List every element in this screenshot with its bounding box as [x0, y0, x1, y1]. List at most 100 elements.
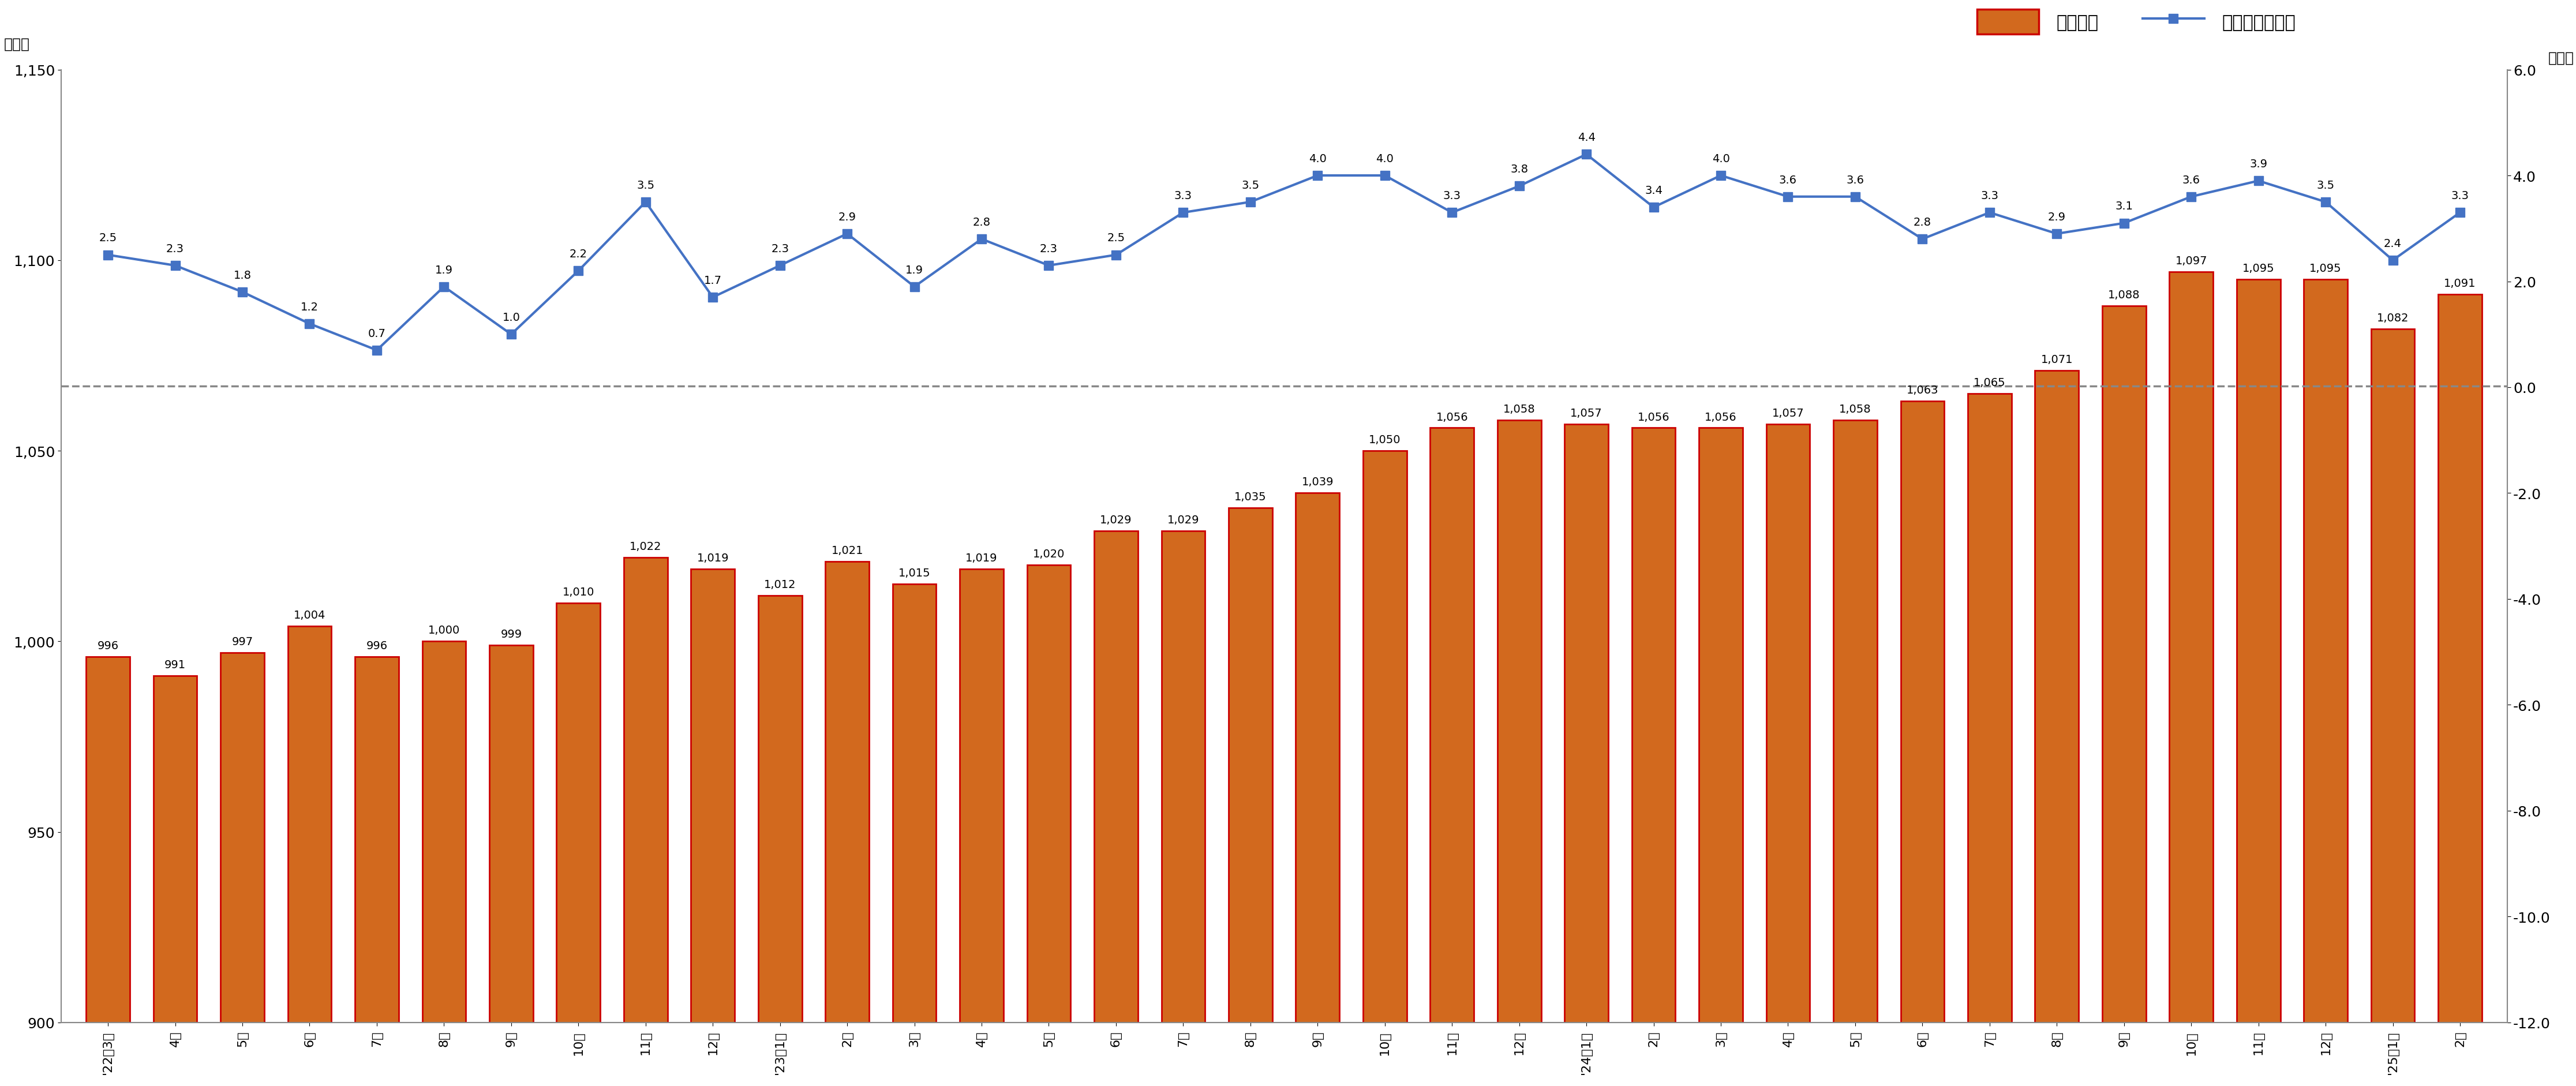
Text: 2.9: 2.9 [2048, 212, 2066, 223]
Bar [556, 604, 600, 1086]
Text: 2.3: 2.3 [167, 243, 183, 254]
Bar [1564, 425, 1607, 1086]
Text: 3.4: 3.4 [1643, 185, 1662, 197]
Text: 3.1: 3.1 [2115, 201, 2133, 212]
Text: 1,050: 1,050 [1368, 434, 1401, 445]
Text: 1,091: 1,091 [2445, 278, 2476, 289]
Bar [1229, 508, 1273, 1086]
Bar [1767, 425, 1811, 1086]
Text: 4.4: 4.4 [1577, 132, 1595, 143]
Bar [85, 657, 129, 1086]
Bar [1968, 394, 2012, 1086]
Y-axis label: （円）: （円） [5, 37, 31, 51]
Bar [1430, 428, 1473, 1086]
Bar [891, 584, 935, 1086]
Text: 1,056: 1,056 [1705, 412, 1736, 422]
Legend: 平均時給, 前年同月増減率: 平均時給, 前年同月増減率 [1971, 3, 2303, 41]
Text: 1.2: 1.2 [301, 302, 319, 313]
Text: 3.3: 3.3 [1443, 190, 1461, 201]
Bar [2169, 272, 2213, 1086]
Text: 2.5: 2.5 [1108, 232, 1126, 243]
Bar [1162, 531, 1206, 1086]
Bar [222, 653, 265, 1086]
Text: 3.9: 3.9 [2249, 159, 2267, 169]
Bar [489, 645, 533, 1086]
Bar [961, 569, 1005, 1086]
Text: 1,035: 1,035 [1234, 492, 1267, 503]
Text: 3.3: 3.3 [2452, 190, 2468, 201]
Bar [1095, 531, 1139, 1086]
Text: 1,021: 1,021 [832, 545, 863, 556]
Text: 1,000: 1,000 [428, 624, 461, 635]
Text: 1,019: 1,019 [696, 553, 729, 564]
Text: 3.6: 3.6 [1780, 175, 1798, 186]
Text: 3.6: 3.6 [2182, 175, 2200, 186]
Text: 1,057: 1,057 [1571, 407, 1602, 419]
Bar [2303, 279, 2347, 1086]
Bar [1363, 451, 1406, 1086]
Text: 1,004: 1,004 [294, 609, 325, 620]
Text: 1,088: 1,088 [2107, 290, 2141, 301]
Text: 1,065: 1,065 [1973, 377, 2007, 388]
Bar [2236, 279, 2280, 1086]
Text: 997: 997 [232, 636, 252, 647]
Bar [1028, 566, 1072, 1086]
Bar [155, 675, 196, 1086]
Text: 1.9: 1.9 [435, 264, 453, 276]
Text: 1,095: 1,095 [2311, 263, 2342, 274]
Text: 3.5: 3.5 [636, 180, 654, 191]
Text: 1.9: 1.9 [904, 264, 922, 276]
Text: 1.8: 1.8 [234, 269, 252, 280]
Text: 4.0: 4.0 [1376, 153, 1394, 164]
Text: 2.9: 2.9 [837, 212, 855, 223]
Text: 1,057: 1,057 [1772, 407, 1803, 419]
Text: 2.8: 2.8 [1914, 217, 1932, 228]
Text: 2.4: 2.4 [2383, 238, 2401, 249]
Text: 1,010: 1,010 [562, 586, 595, 597]
Text: 1,063: 1,063 [1906, 384, 1937, 395]
Text: 3.3: 3.3 [1175, 190, 1193, 201]
Bar [289, 627, 332, 1086]
Text: 2.2: 2.2 [569, 249, 587, 260]
Text: 1,029: 1,029 [1167, 515, 1200, 526]
Text: 3.5: 3.5 [2316, 180, 2334, 191]
Text: 1,012: 1,012 [765, 579, 796, 590]
Text: 2.3: 2.3 [770, 243, 788, 254]
Text: 1,082: 1,082 [2378, 313, 2409, 324]
Text: 4.0: 4.0 [1713, 153, 1728, 164]
Text: 2.3: 2.3 [1041, 243, 1059, 254]
Bar [690, 569, 734, 1086]
Text: 1,015: 1,015 [899, 568, 930, 579]
Text: 1,019: 1,019 [966, 553, 997, 564]
Bar [1700, 428, 1741, 1086]
Text: 999: 999 [500, 629, 523, 640]
Text: 3.6: 3.6 [1847, 175, 1865, 186]
Bar [422, 642, 466, 1086]
Text: 1,056: 1,056 [1638, 412, 1669, 422]
Text: 1,039: 1,039 [1301, 477, 1334, 488]
Text: 1,029: 1,029 [1100, 515, 1131, 526]
Bar [1901, 402, 1945, 1086]
Text: 1,058: 1,058 [1504, 404, 1535, 415]
Bar [2370, 329, 2414, 1086]
Bar [824, 561, 868, 1086]
Text: 1,095: 1,095 [2241, 263, 2275, 274]
Bar [623, 558, 667, 1086]
Text: 1,097: 1,097 [2174, 255, 2208, 266]
Text: 1,022: 1,022 [629, 541, 662, 552]
Text: 4.0: 4.0 [1309, 153, 1327, 164]
Text: 996: 996 [366, 640, 386, 652]
Bar [1834, 420, 1878, 1086]
Bar [2035, 371, 2079, 1086]
Text: 3.3: 3.3 [1981, 190, 1999, 201]
Bar [2439, 295, 2481, 1086]
Bar [2102, 306, 2146, 1086]
Text: 1,020: 1,020 [1033, 548, 1064, 559]
Y-axis label: （％）: （％） [2548, 51, 2573, 65]
Bar [1497, 420, 1540, 1086]
Text: 1,058: 1,058 [1839, 404, 1870, 415]
Bar [1631, 428, 1674, 1086]
Text: 996: 996 [98, 640, 118, 652]
Bar [355, 657, 399, 1086]
Text: 1.7: 1.7 [703, 275, 721, 286]
